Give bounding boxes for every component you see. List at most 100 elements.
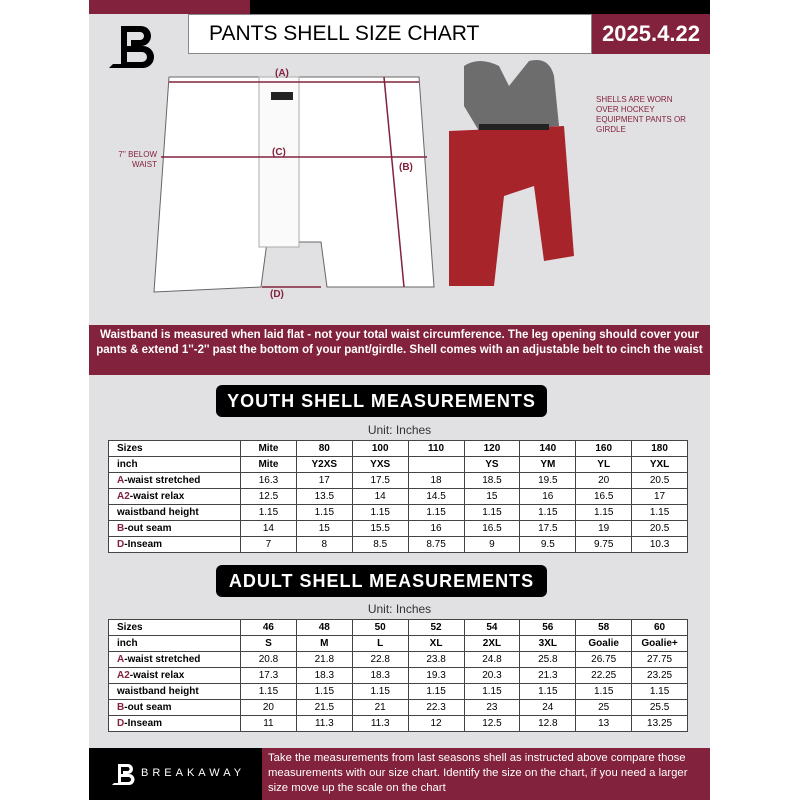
waist-note: 7'' BELOW WAIST [118,150,157,169]
table-cell: 19 [575,520,633,537]
table-cell: 12.5 [240,488,297,505]
table-cell: 27.75 [631,651,688,668]
table-cell: 56 [519,619,577,636]
youth-unit: Unit: Inches [367,423,432,437]
table-cell: 9 [463,536,521,553]
row-label: B-out seam [108,699,241,716]
row-label-text: -waist relax [129,669,185,681]
table-row: B-out seam 20 21.5 21 22.3 23 24 25 25.5 [108,699,688,716]
table-cell: 1.15 [575,504,633,521]
table-cell: 100 [351,440,409,457]
adult-title: ADULT SHELL MEASUREMENTS [216,565,547,597]
row-label-prefix: A [117,653,125,665]
row-label: waistband height [108,683,241,700]
table-cell: 22.8 [351,651,409,668]
table-cell: 13 [575,715,633,732]
table-cell: 12.5 [463,715,521,732]
table-cell: 20.5 [631,520,688,537]
table-cell: Y2XS [295,456,353,473]
table-cell: 12 [407,715,465,732]
row-label: Sizes [108,440,241,457]
row-label-text: Sizes [117,442,143,454]
table-row: A2-waist relax 17.3 18.3 18.3 19.3 20.3 21.3 22… [108,667,688,684]
row-label: inch [108,456,241,473]
row-label-text: inch [117,458,138,470]
table-cell: 15 [463,488,521,505]
table-cell: 58 [575,619,633,636]
adult-unit: Unit: Inches [367,602,432,616]
table-cell: 16 [519,488,577,505]
table-row: B-out seam 14 15 15.5 16 16.5 17.5 19 20.5 [108,520,688,537]
row-label: A-waist stretched [108,651,241,668]
row-label-text: -out seam [124,522,172,534]
table-cell: 21.5 [295,699,353,716]
table-cell: 17.5 [351,472,409,489]
table-cell: 20 [575,472,633,489]
table-cell: 80 [295,440,353,457]
table-cell: 15.5 [351,520,409,537]
row-label-prefix: A [117,474,125,486]
table-cell: 17 [631,488,688,505]
shell-note: SHELLS ARE WORN OVER HOCKEY EQUIPMENT PA… [596,95,686,134]
page-title: PANTS SHELL SIZE CHART [188,14,592,54]
table-cell: 20 [240,699,297,716]
table-cell: 60 [631,619,688,636]
table-cell: 25 [575,699,633,716]
pants-photo [449,60,574,286]
table-cell: 21 [351,699,409,716]
table-cell: 1.15 [575,683,633,700]
table-cell: 18.5 [463,472,521,489]
table-row: Sizes 46 48 50 52 54 56 58 60 [108,619,688,636]
row-label-prefix: B [117,522,125,534]
table-cell: 180 [631,440,688,457]
table-cell: 10.3 [631,536,688,553]
date-badge: 2025.4.22 [592,14,710,54]
table-cell: 18 [407,472,465,489]
table-cell: 16.5 [575,488,633,505]
top-black-bar [250,0,710,14]
row-label-text: -out seam [124,701,172,713]
row-label-text: -Inseam [124,717,163,729]
table-cell: 25.5 [631,699,688,716]
table-cell: 1.15 [240,504,297,521]
row-label: inch [108,635,241,652]
label-c: (C) [272,147,286,158]
brand-logo-icon [109,26,154,68]
table-cell: 140 [519,440,577,457]
table-cell: 17 [295,472,353,489]
table-cell: 14 [351,488,409,505]
table-cell: 15 [295,520,353,537]
shorts-diagram [153,76,435,293]
table-cell: 54 [463,619,521,636]
label-a: (A) [275,68,289,79]
table-cell: 11.3 [351,715,409,732]
table-cell: 120 [463,440,521,457]
row-label: A2-waist relax [108,667,241,684]
table-cell: YXS [351,456,409,473]
table-cell: 1.15 [407,504,465,521]
table-cell: Goalie [575,635,633,652]
row-label-prefix: A2 [117,490,130,502]
table-cell: 23 [463,699,521,716]
label-b: (B) [399,162,413,173]
table-cell: 17.3 [240,667,297,684]
table-cell: 8 [295,536,353,553]
youth-table: Sizes Mite 80 100 110 120 140 160 180 inch Mite Y2X… [108,440,688,553]
table-cell: 11.3 [295,715,353,732]
table-row: D-Inseam 11 11.3 11.3 12 12.5 12.8 13 13.25 [108,715,688,732]
row-label-text: -waist stretched [124,653,201,665]
table-cell: 1.15 [463,683,521,700]
table-cell: 21.3 [519,667,577,684]
table-cell: 11 [240,715,297,732]
table-cell: 2XL [463,635,521,652]
label-d: (D) [270,289,284,300]
row-label: D-Inseam [108,715,241,732]
table-cell: 16 [407,520,465,537]
table-row: D-Inseam 7 8 8.5 8.75 9 9.5 9.75 10.3 [108,536,688,553]
table-cell: 160 [575,440,633,457]
table-cell: 23.25 [631,667,688,684]
table-cell: 1.15 [631,504,688,521]
table-row: A-waist stretched 16.3 17 17.5 18 18.5 19.5 20 2… [108,472,688,489]
row-label-prefix: B [117,701,125,713]
table-row: inch Mite Y2XS YXS YS YM YL YXL [108,456,688,473]
